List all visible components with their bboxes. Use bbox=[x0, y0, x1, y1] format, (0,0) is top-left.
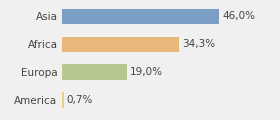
Bar bbox=[62, 64, 127, 80]
Bar bbox=[62, 36, 179, 52]
Text: 19,0%: 19,0% bbox=[130, 67, 163, 77]
Bar bbox=[62, 92, 64, 108]
Text: 34,3%: 34,3% bbox=[182, 39, 215, 49]
Bar bbox=[62, 9, 220, 24]
Text: 0,7%: 0,7% bbox=[67, 95, 93, 105]
Text: 46,0%: 46,0% bbox=[222, 11, 255, 21]
